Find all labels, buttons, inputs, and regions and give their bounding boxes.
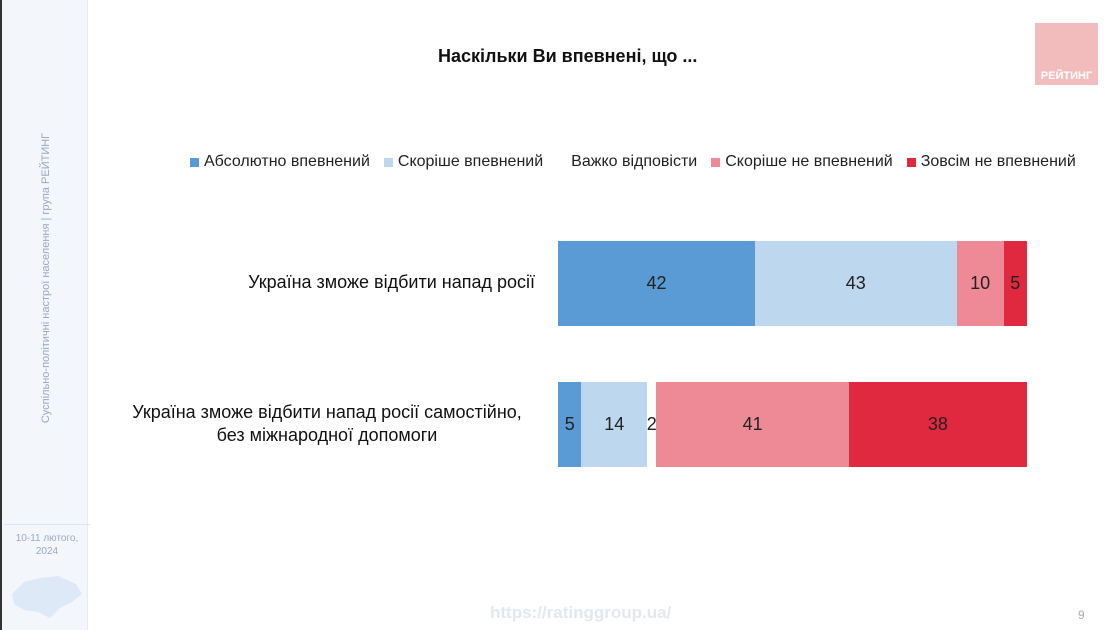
data-label: 38	[927, 414, 948, 434]
legend-label: Скоріше не впевнений	[725, 153, 893, 170]
legend-swatch	[557, 157, 567, 167]
data-label: 42	[646, 273, 667, 293]
data-label: 10	[970, 273, 991, 293]
bar-segment: 5	[1003, 241, 1027, 326]
bar-segment: 38	[848, 382, 1027, 467]
legend-item: Скоріше не впевнений	[711, 153, 893, 171]
bar-segment: 2	[646, 382, 657, 467]
legend-item: Важко відповісти	[557, 153, 697, 171]
data-label: 2	[646, 414, 657, 434]
legend-swatch	[711, 157, 721, 167]
legend-label: Важко відповісти	[571, 153, 698, 170]
bar-segment: 10	[956, 241, 1004, 326]
bar-segment: 43	[754, 241, 957, 326]
legend-swatch	[190, 157, 199, 167]
data-label: 43	[845, 273, 866, 293]
legend-item: Абсолютно впевнений	[190, 153, 370, 171]
legend-label: Абсолютно впевнений	[204, 153, 370, 170]
sidebar-vertical-text: Суспільно-політичні настрої населення | …	[40, 132, 52, 424]
footer-url[interactable]: https://ratinggroup.ua/	[490, 603, 672, 622]
bar-segment: 42	[558, 241, 755, 326]
data-label: 5	[564, 414, 575, 434]
legend: Абсолютно впевнений Скоріше впевнений Важк…	[190, 153, 1076, 171]
bar-segment: 14	[581, 382, 648, 467]
row-label: Україна зможе відбити напад росії	[248, 272, 535, 292]
survey-date: 10-11 лютого, 2024	[15, 533, 79, 557]
row-label: Україна зможе відбити напад росії самост…	[132, 402, 522, 445]
legend-label: Зовсім не впевнений	[920, 153, 1076, 170]
legend-swatch	[383, 157, 393, 167]
legend-item: Скоріше впевнений	[383, 153, 544, 171]
rating-logo: РЕЙТИНГ	[1035, 23, 1098, 85]
bar-segment: 5	[558, 382, 582, 467]
chart-title: Наскільки Ви впевнені, що ...	[438, 46, 698, 66]
logo-text: РЕЙТИНГ	[1040, 70, 1093, 82]
legend-label: Скоріше впевнений	[397, 153, 544, 170]
page-number: 9	[1078, 608, 1085, 622]
data-label: 5	[1010, 273, 1021, 293]
divider	[4, 524, 90, 525]
ukraine-map-icon	[12, 576, 82, 618]
legend-item: Зовсім не впевнений	[906, 153, 1076, 171]
bar-segment: 41	[656, 382, 849, 467]
data-label: 14	[604, 414, 625, 434]
sidebar: Суспільно-політичні настрої населення | …	[0, 0, 90, 630]
legend-swatch	[906, 157, 916, 167]
data-label: 41	[742, 414, 763, 434]
